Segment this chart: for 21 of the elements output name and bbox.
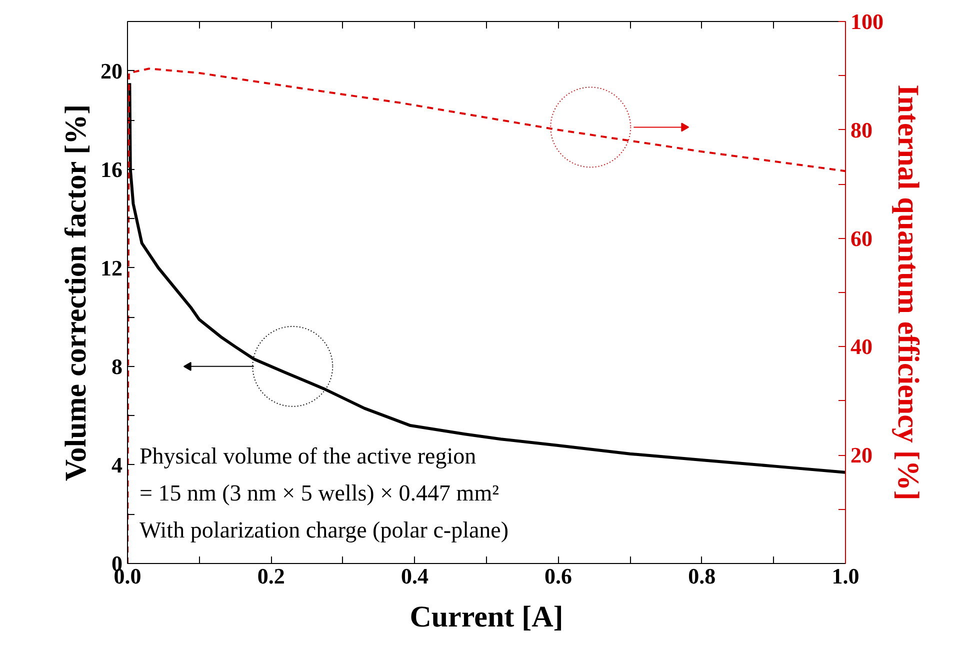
x-tick-label: 0.2: [257, 564, 285, 588]
x-axis-title: Current [A]: [410, 600, 564, 634]
x-tick-label: 0.6: [544, 564, 572, 588]
y2-tick-label: 20: [850, 442, 872, 468]
annotation: With polarization charge (polar c-plane): [140, 518, 509, 542]
y-axis-title: Volume correction factor [%]: [60, 104, 92, 482]
annotation: = 15 nm (3 nm × 5 wells) × 0.447 mm²: [140, 480, 500, 506]
y2-tick-label: 40: [850, 334, 872, 360]
y2-tick-label: 100: [850, 9, 884, 34]
y-tick-label: 12: [100, 255, 122, 280]
y2-tick-label: 60: [850, 226, 872, 251]
annotation: Physical volume of the active region: [140, 444, 477, 468]
x-tick-label: 1.0: [832, 564, 860, 588]
x-tick-label: 0.4: [400, 564, 428, 588]
y2-axis-title: Internal quantum efficiency [%]: [892, 84, 924, 500]
y-tick-label: 8: [112, 354, 122, 379]
y2-tick-label: 80: [850, 117, 872, 142]
y-tick-label: 4: [112, 452, 122, 478]
y-tick-label: 20: [100, 58, 122, 84]
x-tick-label: 0.8: [688, 564, 716, 588]
y-tick-label: 16: [100, 156, 122, 182]
